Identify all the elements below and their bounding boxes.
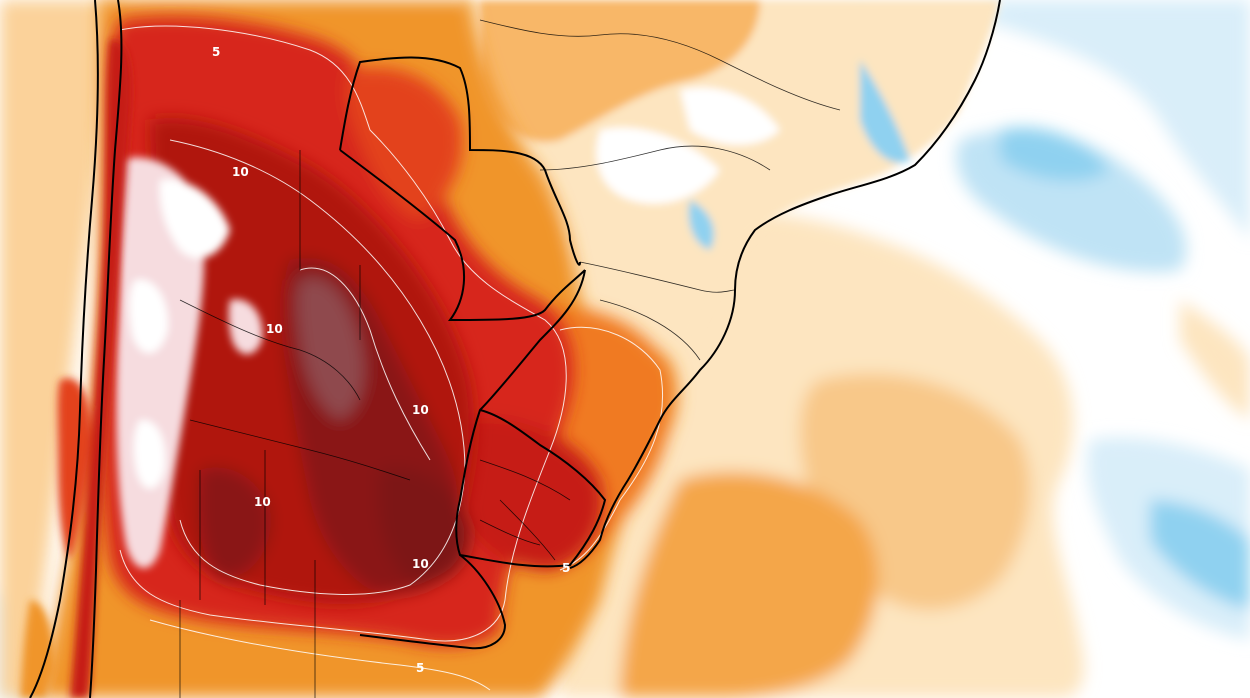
contour-label: 10 [232,165,249,179]
contour-label: 5 [416,661,424,675]
contour-label: 10 [142,454,159,468]
contour-label: 5 [562,561,570,575]
contour-label: 5 [212,45,220,59]
contour-label: 10 [266,322,283,336]
country-borders [29,0,1001,698]
contour-labels: 5 10 10 10 10 10 10 5 5 [142,45,570,675]
contour-lines [119,25,664,691]
andes-extreme-layer [116,157,263,569]
contour-label: 10 [254,495,271,509]
chile-coast-layer [20,39,132,698]
dark-red-layer [150,118,475,605]
internal-borders [179,19,841,698]
contour-label: 10 [412,403,429,417]
contour-label: 10 [412,557,429,571]
